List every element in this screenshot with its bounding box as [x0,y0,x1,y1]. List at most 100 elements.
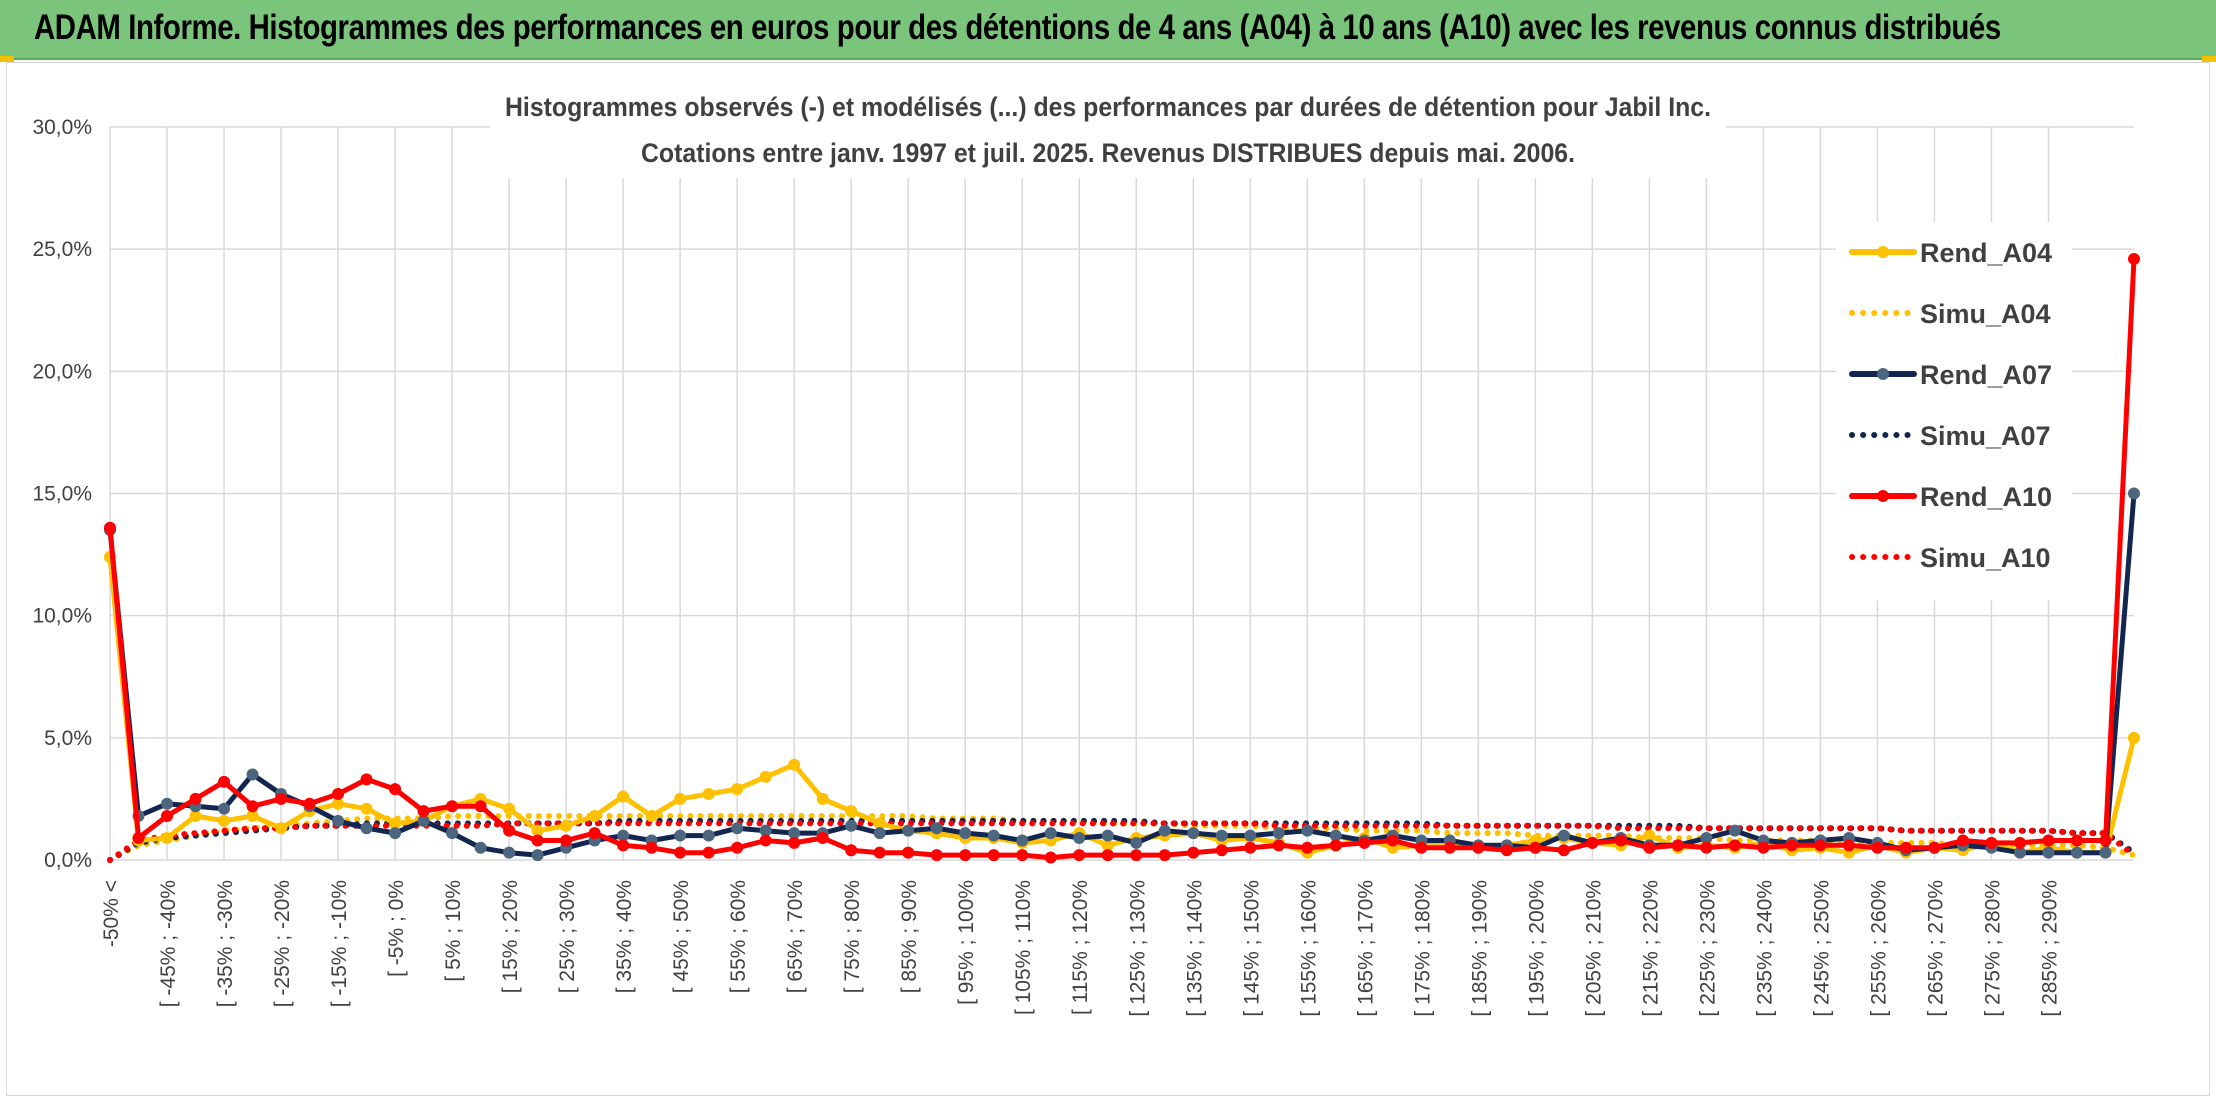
y-tick-label: 15,0% [32,483,92,506]
legend-box [1836,222,2072,600]
data-point-rend_a07 [531,849,544,862]
data-point-rend_a10 [731,841,744,854]
chart-subtitle: Cotations entre janv. 1997 et juil. 2025… [641,138,1575,168]
x-tick-label: [ 215% ; 220% [1639,880,1662,1017]
data-point-rend_a04 [674,792,687,805]
data-point-rend_a07 [1044,827,1057,840]
x-tick-label: [ -15% ; -10% [328,880,351,1007]
data-point-rend_a07 [1187,827,1200,840]
title-backdrop [490,82,1726,178]
data-point-rend_a10 [417,805,430,818]
data-point-rend_a10 [2099,834,2112,847]
data-point-rend_a07 [930,822,943,835]
legend-label-simu_a04: Simu_A04 [1920,299,2051,329]
data-point-rend_a10 [1557,844,1570,857]
data-point-rend_a04 [731,783,744,796]
data-point-rend_a07 [1073,832,1086,845]
data-point-rend_a10 [2013,836,2026,849]
data-point-rend_a07 [1728,824,1741,837]
data-point-rend_a10 [446,800,459,813]
data-point-rend_a10 [503,824,516,837]
legend-label-simu_a07: Simu_A07 [1920,421,2051,451]
data-point-rend_a10 [531,834,544,847]
x-tick-label: [ 15% ; 20% [499,880,522,993]
x-tick-label: [ 265% ; 270% [1924,880,1947,1017]
data-point-rend_a10 [1586,836,1599,849]
data-point-rend_a10 [1842,839,1855,852]
data-point-rend_a10 [987,849,1000,862]
data-point-rend_a07 [845,819,858,832]
data-point-rend_a04 [845,805,858,818]
y-tick-label: 30,0% [32,116,92,139]
legend-label-rend_a04: Rend_A04 [1920,238,2052,268]
legend-marker [1877,490,1889,502]
legend-marker [1877,368,1889,380]
data-point-rend_a10 [303,797,316,810]
data-point-rend_a07 [959,827,972,840]
data-point-rend_a10 [1443,841,1456,854]
data-point-rend_a07 [1016,834,1029,847]
data-point-rend_a10 [588,827,601,840]
data-point-rend_a10 [1415,841,1428,854]
data-point-rend_a07 [987,829,1000,842]
x-tick-label: [ 255% ; 260% [1867,880,1890,1017]
data-point-rend_a04 [588,810,601,823]
x-tick-label: [ 5% ; 10% [442,880,465,982]
data-point-rend_a10 [1985,836,1998,849]
x-tick-label: [ 245% ; 250% [1810,880,1833,1017]
data-point-rend_a10 [1272,839,1285,852]
chart-frame [6,62,2210,1096]
data-point-rend_a10 [1899,841,1912,854]
data-point-rend_a07 [1101,829,1114,842]
data-point-rend_a07 [873,827,886,840]
data-point-rend_a07 [2128,487,2140,500]
data-point-rend_a07 [1215,829,1228,842]
x-tick-label: [ 115% ; 120% [1069,880,1092,1015]
x-tick-label: [ 35% ; 40% [613,880,636,993]
x-tick-label: [ 205% ; 210% [1582,880,1605,1017]
corner-mark-right [2202,56,2216,62]
data-point-rend_a10 [1329,839,1342,852]
data-point-rend_a10 [873,846,886,859]
data-point-rend_a07 [902,824,915,837]
series-lines [104,252,2140,864]
data-point-rend_a07 [389,827,402,840]
data-point-rend_a07 [731,822,744,835]
data-point-rend_a10 [759,834,772,847]
data-point-rend_a07 [2042,846,2055,859]
data-point-rend_a07 [2099,846,2112,859]
data-point-rend_a04 [560,819,573,832]
x-tick-label: [ 75% ; 80% [841,880,864,993]
data-point-rend_a10 [1101,849,1114,862]
x-tick-label: [ 285% ; 290% [2038,880,2061,1017]
data-point-rend_a10 [389,783,402,796]
x-tick-label: [ 135% ; 140% [1183,880,1206,1017]
data-point-rend_a07 [1301,824,1314,837]
x-tick-label: [ 145% ; 150% [1240,880,1263,1017]
data-point-rend_a10 [474,800,487,813]
data-point-rend_a04 [788,758,801,771]
x-tick-label: [ 85% ; 90% [898,880,921,993]
data-point-rend_a07 [332,814,345,827]
data-point-rend_a07 [246,768,259,781]
data-point-rend_a10 [1956,834,1969,847]
data-point-rend_a10 [959,849,972,862]
x-tick-label: [ 105% ; 110% [1012,880,1035,1015]
data-point-rend_a10 [104,521,116,534]
data-point-rend_a10 [1757,841,1770,854]
x-tick-label: [ 65% ; 70% [784,880,807,993]
data-point-rend_a10 [645,841,658,854]
data-point-rend_a10 [1358,836,1371,849]
grid-lines [109,126,2134,861]
series-line-rend_a10 [107,256,2137,861]
x-tick-label: [ 195% ; 200% [1525,880,1548,1017]
data-point-rend_a10 [1044,851,1057,864]
data-point-rend_a10 [1529,841,1542,854]
data-point-rend_a10 [1073,849,1086,862]
data-point-rend_a10 [1301,841,1314,854]
data-point-rend_a10 [1187,846,1200,859]
data-point-rend_a07 [1130,836,1143,849]
data-point-rend_a04 [816,792,829,805]
y-tick-label: 5,0% [44,727,92,750]
